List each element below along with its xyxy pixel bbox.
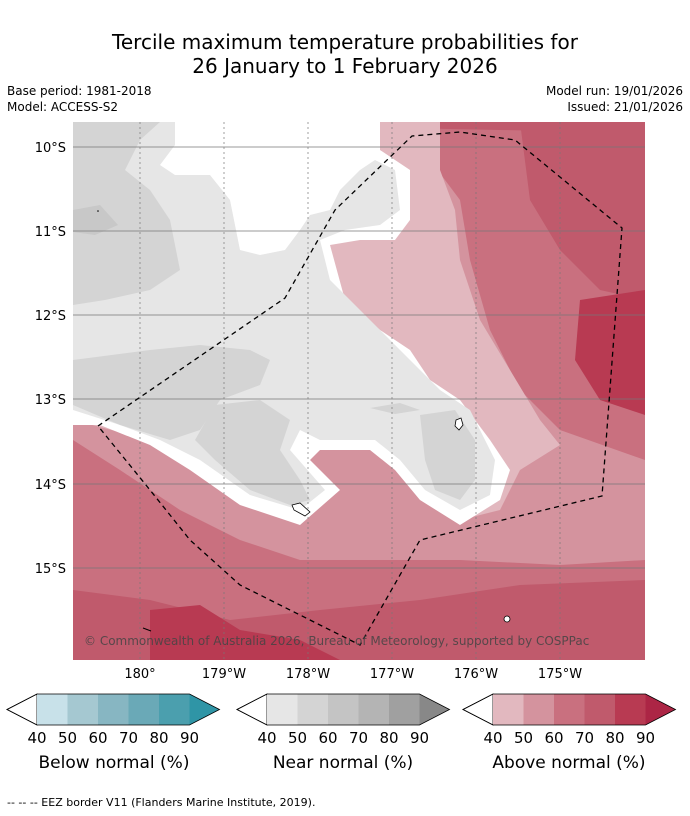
colorbar-tick-label: 50 bbox=[58, 729, 77, 747]
lat-label: 15°S bbox=[35, 562, 66, 577]
lon-label: 180° bbox=[124, 667, 155, 682]
colorbar-segment bbox=[523, 694, 554, 725]
lon-label: 179°W bbox=[202, 667, 246, 682]
lat-label: 14°S bbox=[35, 478, 66, 493]
colorbar-tick-label: 70 bbox=[349, 729, 368, 747]
meta-right: Model run: 19/01/2026 Issued: 21/01/2026 bbox=[546, 83, 683, 115]
credit-text: © Commonwealth of Australia 2026, Bureau… bbox=[84, 634, 589, 648]
colorbar-segment bbox=[98, 694, 129, 725]
title-line-1: Tercile maximum temperature probabilitie… bbox=[112, 30, 578, 54]
colorbar-min-extend bbox=[6, 693, 38, 726]
lon-label: 176°W bbox=[454, 667, 498, 682]
base-period: Base period: 1981-2018 bbox=[7, 84, 152, 98]
lon-labels: 180° 179°W 178°W 177°W 176°W 175°W bbox=[124, 667, 582, 682]
chart-title: Tercile maximum temperature probabilitie… bbox=[0, 30, 690, 78]
near-50-north bbox=[73, 122, 180, 305]
colorbar-tick-label: 80 bbox=[149, 729, 168, 747]
colorbar-segment bbox=[389, 694, 420, 725]
colorbar-tick-label: 60 bbox=[318, 729, 337, 747]
island-sw bbox=[142, 627, 152, 632]
colorbar-segment bbox=[297, 694, 328, 725]
eez-border bbox=[97, 131, 623, 646]
model-run: Model run: 19/01/2026 bbox=[545, 84, 683, 98]
colorbar-tick-label: 40 bbox=[27, 729, 46, 747]
colorbar-segment bbox=[67, 694, 98, 725]
colorbar-tick-label: 60 bbox=[88, 729, 107, 747]
colorbar-outline bbox=[462, 693, 677, 726]
near-50-small bbox=[370, 403, 420, 414]
near-50-west bbox=[73, 345, 270, 440]
colorbar-tick-label: 70 bbox=[575, 729, 594, 747]
above-80-south bbox=[150, 605, 340, 660]
map-fill bbox=[73, 122, 645, 660]
colorbar-label-near: Near normal (%) bbox=[272, 753, 414, 773]
colorbar-outline bbox=[6, 693, 221, 726]
colorbar-above: 40 50 60 70 80 90 bbox=[462, 693, 677, 747]
lat-labels: 10°S 11°S 12°S 13°S 14°S 15°S bbox=[35, 141, 66, 577]
colorbars: 40 50 60 70 80 90 40 50 60 70 80 90 40 50 60 70 80 90 bbox=[6, 693, 677, 747]
colorbar-tick-label: 50 bbox=[288, 729, 307, 747]
issued-date: Issued: 21/01/2026 bbox=[567, 100, 683, 114]
colorbar-segment bbox=[37, 694, 68, 725]
colorbar-min-extend bbox=[236, 693, 268, 726]
colorbar-segment bbox=[128, 694, 159, 725]
colorbar-tick-label: 90 bbox=[636, 729, 655, 747]
lon-label: 177°W bbox=[370, 667, 414, 682]
lon-label: 178°W bbox=[286, 667, 330, 682]
colorbar-segment bbox=[159, 694, 190, 725]
colorbar-segment bbox=[358, 694, 389, 725]
colorbar-tick-label: 80 bbox=[605, 729, 624, 747]
colorbar-segment bbox=[328, 694, 359, 725]
colorbar-segment bbox=[554, 694, 585, 725]
lat-label: 11°S bbox=[35, 225, 66, 240]
near-50-east bbox=[420, 410, 475, 500]
colorbar-tick-label: 70 bbox=[119, 729, 138, 747]
near-50-patch bbox=[73, 205, 118, 235]
colorbar-segment bbox=[267, 694, 298, 725]
above-70-east bbox=[520, 122, 645, 300]
colorbar-tick-label: 40 bbox=[257, 729, 276, 747]
colorbar-max-extend bbox=[645, 694, 676, 725]
island-south bbox=[503, 615, 511, 623]
colorbar-near: 40 50 60 70 80 90 bbox=[236, 693, 451, 747]
meta-left: Base period: 1981-2018 Model: ACCESS-S2 bbox=[7, 83, 152, 115]
island-central bbox=[291, 502, 311, 517]
colorbar-tick-label: 40 bbox=[483, 729, 502, 747]
colorbar-min-extend bbox=[462, 693, 494, 726]
colorbar-label-above: Above normal (%) bbox=[492, 753, 646, 773]
colorbar-segment bbox=[584, 694, 615, 725]
lat-label: 12°S bbox=[35, 309, 66, 324]
island-east bbox=[454, 417, 464, 431]
colorbar-tick-label: 80 bbox=[379, 729, 398, 747]
model-name: Model: ACCESS-S2 bbox=[7, 100, 119, 114]
colorbar-tick-label: 50 bbox=[514, 729, 533, 747]
colorbar-segment bbox=[493, 694, 524, 725]
colorbar-max-extend bbox=[189, 694, 220, 725]
near-50-central bbox=[195, 400, 310, 505]
above-80-east bbox=[575, 290, 645, 415]
colorbar-segment bbox=[615, 694, 646, 725]
lat-label: 10°S bbox=[35, 141, 66, 156]
colorbar-below: 40 50 60 70 80 90 bbox=[6, 693, 221, 747]
colorbar-tick-label: 90 bbox=[180, 729, 199, 747]
colorbar-tick-label: 90 bbox=[410, 729, 429, 747]
lat-label: 13°S bbox=[35, 393, 66, 408]
footnote: -- -- -- EEZ border V11 (Flanders Marine… bbox=[7, 796, 316, 809]
island-west bbox=[97, 210, 99, 212]
colorbar-label-below: Below normal (%) bbox=[38, 753, 190, 773]
title-line-2: 26 January to 1 February 2026 bbox=[192, 54, 498, 78]
colorbar-tick-label: 60 bbox=[544, 729, 563, 747]
lon-label: 175°W bbox=[538, 667, 582, 682]
gridlines bbox=[73, 146, 645, 569]
colorbar-outline bbox=[236, 693, 451, 726]
colorbar-max-extend bbox=[419, 694, 450, 725]
